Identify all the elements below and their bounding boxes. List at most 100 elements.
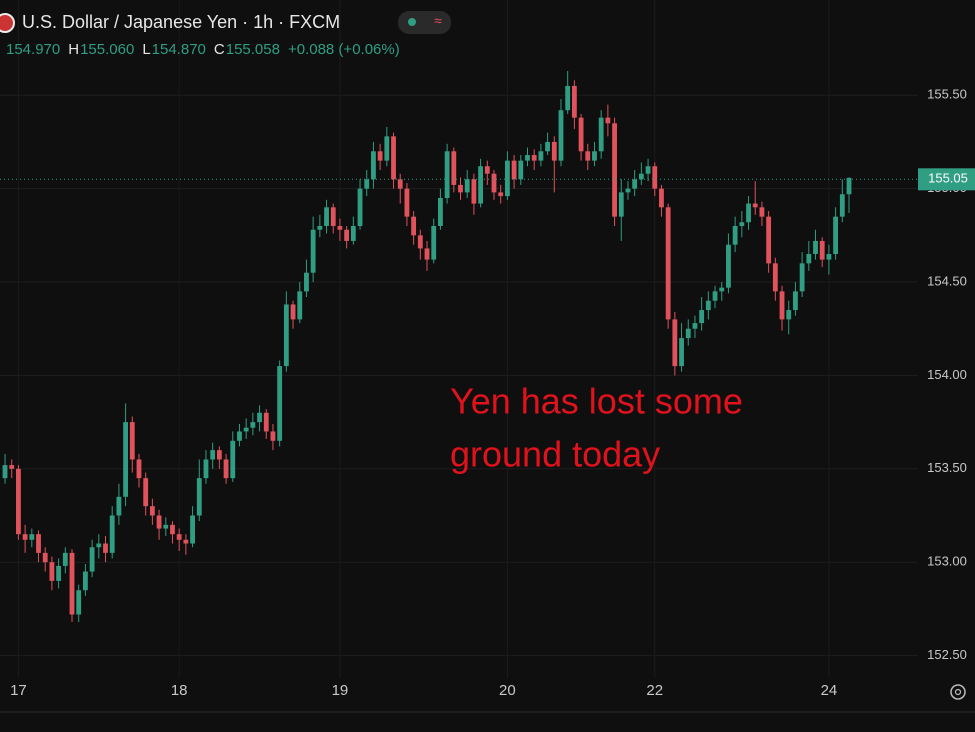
y-tick-label: 152.50 [927, 647, 967, 662]
ohlc-label: H [68, 41, 79, 58]
candle-body [819, 240, 825, 260]
candle-body [317, 226, 323, 230]
candle-body [498, 192, 504, 197]
x-tick-label: 19 [332, 682, 349, 699]
candle-body [471, 179, 477, 204]
candle-body [779, 291, 785, 320]
candles [2, 70, 852, 622]
candle-body [337, 226, 343, 230]
candle-body [263, 412, 269, 432]
candle-body [558, 110, 564, 161]
x-tick-label: 22 [646, 682, 663, 699]
candle-body [170, 524, 175, 535]
candle-body [2, 465, 8, 479]
status-wave: ≈ [434, 13, 442, 29]
candle-body [404, 188, 410, 217]
last-price-box [918, 168, 975, 191]
annotation-text: ground today [450, 434, 660, 475]
candle-body [304, 272, 309, 292]
status-dot [408, 18, 416, 26]
candle-body [605, 117, 611, 124]
candle-body [732, 226, 738, 245]
candle-body [62, 552, 68, 566]
candle-body [665, 207, 671, 320]
candle-body [438, 197, 443, 226]
last-price-label: 155.05 [928, 171, 968, 186]
candle-body [344, 229, 350, 241]
candle-body [531, 155, 537, 161]
candle-body [705, 300, 711, 311]
candle-body [270, 431, 276, 441]
candle-body [350, 226, 356, 241]
y-tick-label: 155.50 [927, 87, 967, 102]
candle-body [692, 323, 698, 329]
candle-body [417, 235, 423, 249]
candle-body [565, 85, 571, 111]
candle-body [464, 179, 470, 193]
candle-body [371, 151, 376, 180]
candle-body [116, 496, 122, 516]
candle-body [237, 431, 242, 441]
candle-body [585, 151, 591, 161]
candle-body [136, 459, 142, 479]
candle-body [283, 304, 289, 367]
candle-body [357, 188, 363, 226]
candle-body [257, 412, 262, 423]
status-pill[interactable] [398, 11, 451, 34]
annotation: Yen has lost some ground today [450, 381, 743, 475]
settings-icon[interactable] [950, 684, 966, 700]
candle-body [364, 179, 370, 189]
candle-body [149, 506, 155, 516]
candle-body [36, 534, 41, 553]
candle-body [679, 338, 684, 367]
candle-body [183, 539, 189, 544]
candle-body [29, 534, 35, 540]
candle-body [56, 565, 62, 581]
candle-body [712, 291, 718, 301]
candle-body [813, 240, 818, 255]
candle-body [592, 151, 597, 161]
candle-body [190, 515, 195, 544]
candle-body [103, 543, 108, 553]
candle-body [571, 85, 577, 118]
annotation-text: Yen has lost some [450, 381, 743, 422]
chart-title: U.S. Dollar / Japanese Yen · 1h · FXCM [22, 12, 340, 32]
candle-body [772, 263, 778, 292]
candle-body [726, 244, 731, 288]
candle-body [176, 534, 182, 540]
candle-body [625, 188, 631, 193]
ohlc-value: 155.060 [80, 41, 134, 58]
y-tick-label: 154.50 [927, 273, 967, 288]
candle-body [49, 562, 55, 581]
ohlc-header: 154.970 H 155.060 L 154.870 C 155.058 +0.088 (+… [6, 41, 400, 58]
candle-body [156, 515, 162, 529]
candle-body [551, 141, 557, 161]
symbol-icon [0, 13, 15, 33]
candle-body [766, 216, 772, 264]
candle-body [297, 291, 303, 320]
candle-body [444, 151, 450, 198]
candle-body [384, 136, 390, 161]
candle-body [230, 440, 236, 479]
candle-body [598, 117, 604, 152]
candle-body [451, 151, 457, 185]
candle-body [203, 459, 209, 479]
ohlc-value: 154.970 [6, 41, 60, 58]
candle-body [9, 465, 15, 469]
candle-body [645, 166, 651, 174]
candle-body [96, 543, 102, 548]
candle-body [578, 117, 584, 152]
x-tick-label: 17 [10, 682, 27, 699]
candle-body [504, 160, 510, 197]
candle-body [377, 151, 383, 161]
ohlc-label: L [142, 41, 150, 58]
candle-body [82, 571, 88, 591]
candle-body [511, 160, 517, 180]
candle-body [719, 287, 725, 292]
candle-body [478, 166, 484, 204]
y-tick-label: 153.00 [927, 554, 967, 569]
candle-body [699, 310, 705, 324]
ohlc-label: C [214, 41, 225, 58]
candle-body [397, 179, 403, 189]
